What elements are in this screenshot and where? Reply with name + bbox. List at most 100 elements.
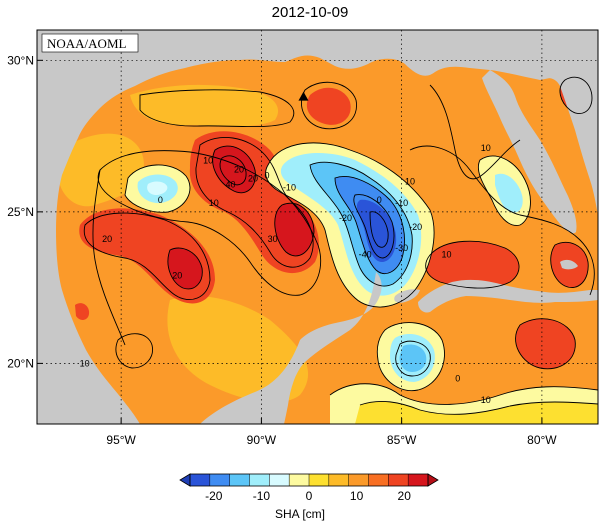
colorbar-swatch-2 [229, 474, 250, 486]
warm-spot-west [75, 303, 90, 320]
contour-10-east [409, 145, 595, 296]
contour-label-1: 20 [234, 164, 244, 174]
contour-label-22: 10 [481, 395, 491, 405]
colorbar-swatch-5 [289, 474, 310, 486]
contour-label-9: 0 [265, 171, 270, 181]
contour-labels: 10 20 40 20 10 0 30 20 20 0 -10 -20 0 -10 -20 -30 -40 10 1… [80, 143, 491, 405]
contour-10-north [139, 89, 295, 128]
x-tick-label-1: 90°W [247, 433, 277, 447]
contour-0-caribbean [329, 383, 598, 405]
contour-30-central [212, 145, 256, 194]
x-tick-label-0: 95°W [106, 433, 136, 447]
land-florida-atlantic-coast [540, 30, 598, 215]
warm-eddy-east [425, 241, 520, 289]
contour-10-central [97, 150, 322, 296]
land-cuba [418, 279, 598, 313]
contour-label-2: 40 [226, 180, 236, 190]
colorbar-swatch-9 [368, 474, 389, 486]
warm-eddy-west-core [167, 248, 203, 289]
warm-eddy-southeast [515, 318, 576, 369]
contour-label-19: 10 [481, 143, 491, 153]
x-tick-label-2: 85°W [387, 433, 417, 447]
stamp-box [41, 33, 139, 53]
triangle-marker [298, 91, 309, 101]
contour-10-atlantic [559, 76, 593, 114]
contour-m10-center [309, 161, 413, 287]
colorbar-tick-1: -10 [253, 489, 271, 503]
colorbar-low-arrow [179, 473, 191, 487]
colorbar-tick-2: 0 [306, 489, 313, 503]
contour-label-16: -40 [359, 249, 372, 259]
colorbar-swatch-1 [209, 474, 230, 486]
contour-30-center2 [274, 202, 315, 257]
contour-label-6: 30 [268, 234, 278, 244]
axis-ticks: 95°W 90°W 85°W 80°W 30°N 25°N 20°N [7, 53, 557, 447]
map-plot-area: 10 20 40 20 10 0 30 20 20 0 -10 -20 0 -10 -20 -30 -40 10 1… [37, 30, 598, 424]
shelf-light-north [130, 84, 279, 127]
contour-20-central [195, 137, 314, 268]
shelf-light-central [167, 296, 309, 403]
stamp-label: NOAA/AOML [47, 36, 127, 51]
land-cuba-shadow [394, 289, 420, 303]
shelf-light-west [60, 133, 144, 207]
y-tick-label-2: 20°N [7, 356, 34, 370]
y-tick-label-0: 30°N [7, 53, 34, 67]
contour-label-0: 10 [203, 155, 213, 165]
colorbar-swatch-4 [269, 474, 290, 486]
contour-label-3: 20 [248, 174, 258, 184]
contour-20-west [83, 212, 211, 300]
contour-m30-center [353, 194, 395, 259]
contour-label-10: -10 [283, 183, 296, 193]
map-title: 2012-10-09 [272, 4, 349, 21]
contour-0-florida [478, 155, 531, 226]
cold-eddy-center-core [356, 199, 397, 262]
contour-10-west-shelf [92, 169, 126, 346]
contour-lines [83, 76, 598, 415]
warm-belt-caribbean-inner [355, 401, 598, 424]
contour-label-4: 10 [209, 198, 219, 208]
colorbar-tick-0: -20 [205, 489, 223, 503]
contour-20-far-east [550, 241, 589, 288]
cold-eddy-south-core [399, 344, 427, 372]
colorbar-tick-3: 10 [350, 489, 364, 503]
contour-10-florida [429, 84, 521, 180]
gridlines [37, 30, 598, 424]
contour-m20-center [334, 176, 405, 274]
colorbar-swatch-3 [249, 474, 270, 486]
cold-eddy-west-core [147, 181, 168, 195]
contour-label-18: 10 [442, 249, 452, 259]
colorbar: -20 -10 0 10 20 [179, 473, 439, 503]
contour-0-south [376, 322, 445, 392]
contour-label-21: 0 [455, 374, 460, 384]
contour-label-8: 20 [172, 271, 182, 281]
y-tick-label-1: 25°N [7, 205, 34, 219]
cold-filament-east-inner [495, 173, 523, 213]
contour-20-southeast [515, 318, 576, 370]
land-gulf-coast [37, 30, 598, 424]
contour-10-caribbean [359, 400, 598, 415]
colorbar-swatch-6 [309, 474, 330, 486]
contour-m10-south [395, 340, 431, 377]
colorbar-high-arrow [427, 473, 439, 487]
colorbar-swatch-11 [408, 474, 429, 486]
x-tick-label-3: 80°W [527, 433, 557, 447]
contour-10-southwest [115, 333, 153, 369]
contour-0-center [265, 142, 435, 308]
contour-label-5: 0 [158, 195, 163, 205]
contour-label-7: 20 [102, 234, 112, 244]
contour-label-17: 10 [405, 177, 415, 187]
contour-10-north-eddy [301, 81, 357, 130]
colorbar-swatch-7 [328, 474, 349, 486]
contour-m40-center [369, 211, 389, 248]
colorbar-swatch-10 [388, 474, 409, 486]
contour-label-13: -10 [395, 198, 408, 208]
contour-label-15: -30 [395, 243, 408, 253]
contour-label-12: 0 [377, 195, 382, 205]
colorbar-tick-4: 20 [398, 489, 412, 503]
contour-label-11: -20 [339, 213, 352, 223]
colorbar-swatch-0 [190, 474, 211, 486]
colorbar-label: SHA [cm] [275, 507, 325, 521]
plot-frame [36, 29, 599, 425]
contour-20-west-core [167, 247, 203, 290]
